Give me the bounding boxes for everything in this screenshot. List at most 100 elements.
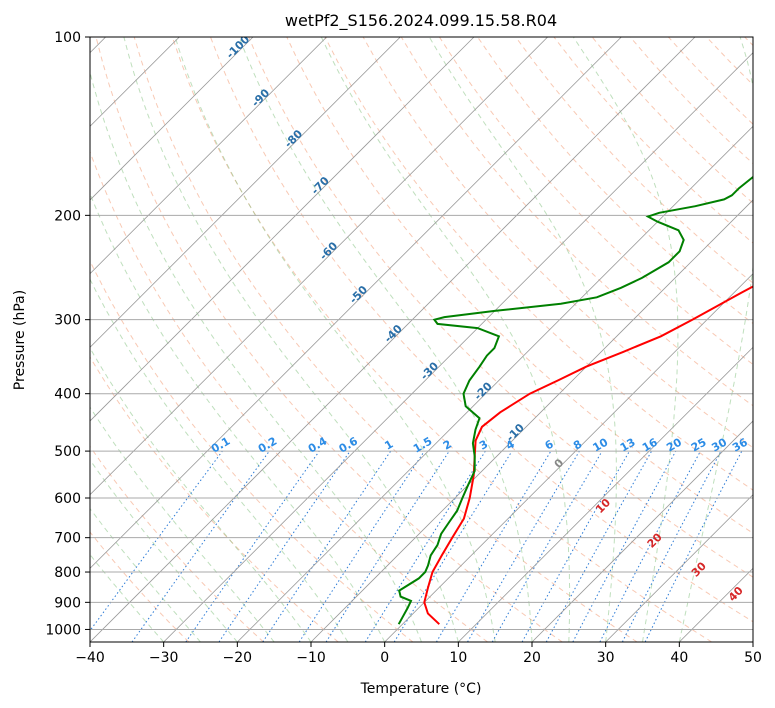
mixing-ratio-label: 2 <box>441 438 454 453</box>
mixing-ratio-label: 36 <box>730 435 750 454</box>
dry-adiabat-line <box>248 37 753 578</box>
mixing-ratio-line <box>521 450 630 642</box>
moist-adiabat-line <box>90 406 275 642</box>
moist-adiabat-label: 40 <box>726 584 746 604</box>
y-tick-label: 300 <box>54 313 81 329</box>
moist-adiabat-line <box>90 347 312 642</box>
isotherm-line <box>90 37 548 496</box>
x-axis: −40 −30 −20 −10 0 10 20 30 40 50 <box>75 642 762 666</box>
isotherm-line <box>458 346 753 642</box>
isotherm-line <box>531 420 753 642</box>
dewpoint-line <box>397 175 753 625</box>
plot-area: -100-90-80-70-60-50-40-30-20-100.1 0.2 0.4… <box>90 37 753 642</box>
x-axis-title: Temperature (°C) <box>360 681 482 697</box>
y-tick-label: 700 <box>54 531 81 547</box>
mixing-ratio-label: 13 <box>618 436 638 455</box>
y-axis: 100 200 300 400 500 600 700 800 900 1000 <box>45 30 90 638</box>
mixing-ratio-line <box>467 450 580 642</box>
isotherm-label: -20 <box>472 379 495 402</box>
isotherm-line <box>384 273 753 642</box>
mixing-ratio-line <box>262 450 392 642</box>
dry-adiabat-line <box>133 37 638 642</box>
y-tick-label: 900 <box>54 595 81 611</box>
mixing-ratio-line <box>572 450 677 642</box>
isotherm-label: -60 <box>317 239 340 262</box>
dry-adiabat-line <box>210 37 753 623</box>
y-tick-label: 400 <box>54 387 81 403</box>
isotherm-label: -30 <box>418 359 441 382</box>
isotherm-label: -80 <box>282 127 305 150</box>
isotherm-line <box>310 199 753 642</box>
mixing-ratio-line <box>545 450 653 642</box>
moist-adiabat-line <box>90 553 165 642</box>
chart-title: wetPf2_S156.2024.099.15.58.R04 <box>285 11 557 31</box>
x-tick-label: −30 <box>149 650 179 666</box>
mixing-ratio-label: 0.2 <box>256 435 279 456</box>
y-tick-label: 1000 <box>45 622 81 638</box>
dry-adiabat-line <box>706 37 753 86</box>
moist-adiabat-line <box>174 37 496 642</box>
mixing-ratio-label: 0.4 <box>306 434 330 455</box>
dry-adiabat-line <box>90 531 190 642</box>
mixing-ratio-line <box>131 450 270 642</box>
mixing-ratio-label: 25 <box>689 436 709 455</box>
isotherm-line <box>163 52 753 642</box>
moist-adiabat-line <box>320 37 571 642</box>
moist-adiabat-line <box>90 70 422 642</box>
dry-adiabat-line <box>90 150 488 642</box>
y-tick-label: 200 <box>54 208 81 224</box>
dry-adiabat-line <box>90 356 339 642</box>
x-tick-label: 50 <box>744 650 762 666</box>
isotherm-line <box>605 494 753 642</box>
dry-adiabat-line <box>90 445 264 642</box>
mixing-ratio-label: 8 <box>571 438 584 453</box>
mixing-ratio-label: 0.6 <box>337 434 361 455</box>
line-labels: -100-90-80-70-60-50-40-30-20-100.1 0.2 0.4… <box>209 37 750 604</box>
x-tick-label: −10 <box>296 650 326 666</box>
y-tick-label: 500 <box>54 444 81 460</box>
isotherm-line <box>90 37 622 569</box>
mixing-ratio-line <box>364 450 486 642</box>
isotherm-line <box>90 37 327 275</box>
moist-adiabat-line <box>90 507 201 642</box>
y-axis-title: Pressure (hPa) <box>12 290 28 390</box>
temperature-line <box>423 285 753 625</box>
mixing-ratio-label: 20 <box>664 435 684 454</box>
moist-adiabat-line <box>572 37 679 642</box>
isotherm-label: -40 <box>382 322 405 345</box>
isotherm-label: -50 <box>347 283 370 306</box>
dry-adiabat-line <box>744 37 753 47</box>
moist-adiabat-line <box>428 37 617 642</box>
isotherm-line <box>90 37 696 642</box>
dry-adiabat-line <box>438 37 753 366</box>
mixing-ratio-label: 6 <box>543 437 556 452</box>
mixing-ratio-label: 10 <box>591 435 611 454</box>
plot-frame <box>89 36 754 643</box>
mixing-ratio-label: 0.1 <box>209 435 232 456</box>
isotherm-line <box>90 37 254 201</box>
dry-adiabat-line <box>591 37 753 204</box>
moist-adiabat-line <box>90 459 238 642</box>
x-tick-label: 0 <box>380 650 389 666</box>
isotherm-line <box>90 37 401 348</box>
moist-adiabat-line <box>90 192 386 642</box>
dry-adiabat-line <box>90 259 414 642</box>
moist-adiabat-label: 30 <box>689 559 709 579</box>
x-tick-label: −40 <box>75 650 105 666</box>
isotherm-line <box>752 641 753 642</box>
y-tick-label: 600 <box>54 491 81 507</box>
mixing-ratio-label: 30 <box>709 435 729 454</box>
moist-adiabat-line <box>678 37 753 642</box>
mixing-ratio-line <box>393 450 513 642</box>
isotherm-line <box>90 37 475 422</box>
mixing-ratio-line <box>90 450 223 632</box>
y-tick-label: 800 <box>54 565 81 581</box>
x-tick-label: −20 <box>223 650 253 666</box>
moist-adiabat-label: 10 <box>593 496 613 516</box>
moist-adiabat-label: 20 <box>645 530 665 550</box>
x-tick-label: 20 <box>523 650 541 666</box>
x-tick-label: 40 <box>670 650 688 666</box>
moist-adiabats <box>90 37 753 642</box>
moist-adiabat-label: 0 <box>552 456 567 471</box>
